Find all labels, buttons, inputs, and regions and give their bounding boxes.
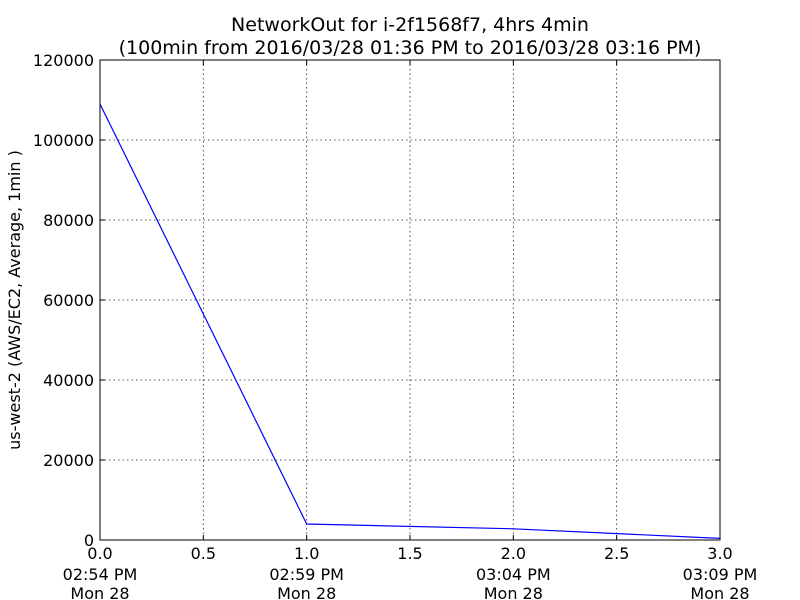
y-tick-label: 100000 — [33, 131, 94, 150]
y-tick-label: 20000 — [43, 451, 94, 470]
x-tick-label: 2.5 — [604, 544, 629, 563]
x-tick-time-label: 03:09 PM — [683, 565, 758, 584]
x-tick-time-label: 02:59 PM — [269, 565, 344, 584]
x-tick-day-label: Mon 28 — [484, 584, 543, 600]
data-point — [306, 523, 308, 525]
x-tick-label: 1.0 — [294, 544, 319, 563]
gridlines — [100, 60, 720, 540]
x-tick-label: 2.0 — [501, 544, 526, 563]
y-tick-label: 120000 — [33, 51, 94, 70]
y-axis-label: us-west-2 (AWS/EC2, Average, 1min ) — [5, 150, 24, 450]
x-tick-label: 0.0 — [87, 544, 112, 563]
axis-ticks — [99, 59, 721, 541]
x-tick-time-label: 02:54 PM — [63, 565, 138, 584]
x-tick-label: 0.5 — [191, 544, 216, 563]
x-tick-day-label: Mon 28 — [70, 584, 129, 600]
x-tick-day-label: Mon 28 — [690, 584, 749, 600]
series-line — [99, 103, 721, 539]
y-tick-label: 0 — [84, 531, 94, 550]
chart-subtitle: (100min from 2016/03/28 01:36 PM to 2016… — [119, 37, 702, 59]
y-tick-label: 60000 — [43, 291, 94, 310]
y-tick-label: 80000 — [43, 211, 94, 230]
x-tick-time-label: 03:04 PM — [476, 565, 551, 584]
y-tick-label: 40000 — [43, 371, 94, 390]
x-tick-label: 1.5 — [397, 544, 422, 563]
x-tick-day-label: Mon 28 — [277, 584, 336, 600]
chart-title: NetworkOut for i-2f1568f7, 4hrs 4min — [231, 14, 589, 36]
data-point — [512, 528, 514, 530]
x-tick-label: 3.0 — [707, 544, 732, 563]
